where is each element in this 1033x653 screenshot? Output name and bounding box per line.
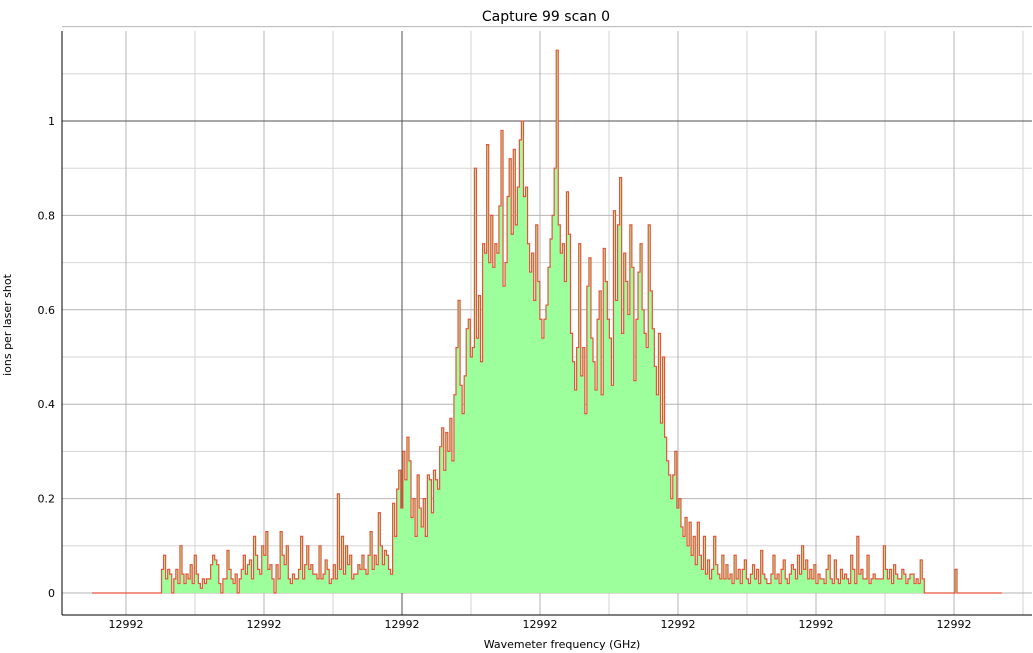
chart-title: Capture 99 scan 0 <box>482 9 610 25</box>
series-line <box>92 49 1002 594</box>
x-tick-label: 12992 <box>661 618 696 631</box>
y-tick-label: 0.6 <box>38 304 56 317</box>
x-tick-label: 12992 <box>385 618 420 631</box>
y-tick-label: 0 <box>48 587 55 600</box>
y-axis-label: ions per laser shot <box>1 273 14 376</box>
y-tick-label: 0.2 <box>38 493 56 506</box>
plot-axes <box>61 31 1032 616</box>
series-area-fill <box>92 50 1002 593</box>
y-tick-labels: 0 0.2 0.4 0.6 0.8 1 <box>38 115 56 600</box>
x-tick-label: 12992 <box>937 618 972 631</box>
y-tick-label: 0.8 <box>38 209 56 222</box>
x-tick-label: 12992 <box>523 618 558 631</box>
x-tick-label: 12992 <box>109 618 144 631</box>
x-tick-labels: 12992 12992 12992 12992 12992 12992 12992 <box>109 618 972 631</box>
y-tick-label: 0.4 <box>38 398 56 411</box>
x-tick-label: 12992 <box>799 618 834 631</box>
x-axis-label: Wavemeter frequency (GHz) <box>484 638 641 651</box>
x-tick-label: 12992 <box>247 618 282 631</box>
y-tick-label: 1 <box>48 115 55 128</box>
